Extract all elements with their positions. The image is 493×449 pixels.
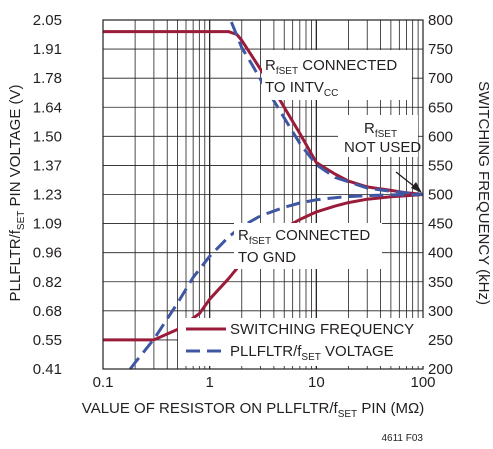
y-axis-right-title: SWITCHING FREQUENCY (kHz) bbox=[475, 81, 492, 305]
x-tick-label: 10 bbox=[308, 374, 325, 391]
y-left-tick-label: 1.23 bbox=[33, 187, 62, 204]
x-tick-label: 1 bbox=[205, 374, 213, 391]
annotation-intvcc-line2: TO INTVCC bbox=[265, 79, 338, 99]
annotation-intvcc-line1: RfSET CONNECTED bbox=[265, 57, 397, 77]
series-voltage-gnd bbox=[129, 193, 424, 370]
y-right-tick-labels: 800 750 700 650 600 550 500 450 400 350 300 250 200 bbox=[428, 12, 453, 378]
x-tick-label: 0.1 bbox=[93, 374, 114, 391]
y-left-tick-label: 2.05 bbox=[33, 12, 62, 29]
y-left-tick-label: 0.55 bbox=[33, 332, 62, 349]
y-right-tick-label: 450 bbox=[428, 216, 453, 233]
y-right-tick-label: 300 bbox=[428, 303, 453, 320]
y-right-tick-label: 750 bbox=[428, 41, 453, 58]
y-left-tick-label: 0.82 bbox=[33, 274, 62, 291]
plot-frame bbox=[102, 19, 424, 370]
legend-label-frequency: SWITCHING FREQUENCY bbox=[230, 321, 414, 338]
annotation-gnd-backdrop bbox=[234, 223, 382, 269]
annotation-gnd-line1: RfSET CONNECTED bbox=[238, 227, 370, 247]
annotation-notused-line2: NOT USED bbox=[344, 139, 421, 156]
legend-backdrop bbox=[178, 318, 424, 366]
legend-label-voltage: PLLFLTR/fSET VOLTAGE bbox=[230, 343, 394, 363]
y-left-tick-label: 1.37 bbox=[33, 157, 62, 174]
annotation-notused-backdrop bbox=[338, 115, 418, 157]
y-right-tick-label: 550 bbox=[428, 157, 453, 174]
y-left-tick-label: 1.09 bbox=[33, 216, 62, 233]
legend: SWITCHING FREQUENCY PLLFLTR/fSET VOLTAGE bbox=[178, 318, 424, 366]
y-left-tick-label: 0.96 bbox=[33, 245, 62, 262]
x-axis-title: VALUE OF RESISTOR ON PLLFLTR/fSET PIN (M… bbox=[82, 400, 424, 420]
annotation-arrow-head bbox=[411, 182, 422, 193]
y-left-tick-label: 1.50 bbox=[33, 128, 62, 145]
y-right-tick-label: 650 bbox=[428, 99, 453, 116]
y-right-tick-label: 350 bbox=[428, 274, 453, 291]
y-axis-left-title: PLLFLTR/fSET PIN VOLTAGE (V) bbox=[7, 84, 27, 301]
y-right-tick-label: 400 bbox=[428, 245, 453, 262]
annotation-gnd-line2: TO GND bbox=[238, 249, 296, 266]
y-left-tick-label: 0.68 bbox=[33, 303, 62, 320]
y-right-tick-label: 800 bbox=[428, 12, 453, 29]
series-frequency-intvcc bbox=[103, 30, 424, 196]
y-right-tick-label: 500 bbox=[428, 187, 453, 204]
y-left-tick-label: 1.64 bbox=[33, 99, 62, 116]
y-right-tick-label: 700 bbox=[428, 70, 453, 87]
y-right-tick-label: 600 bbox=[428, 128, 453, 145]
y-left-tick-labels: 2.05 1.91 1.78 1.64 1.50 1.37 1.23 1.09 0.96 0.82… bbox=[33, 12, 62, 378]
annotation-notused-line1: RfSET bbox=[364, 120, 397, 140]
y-right-tick-label: 250 bbox=[428, 332, 453, 349]
y-left-tick-label: 0.41 bbox=[33, 361, 62, 378]
x-tick-labels: 0.1 1 10 100 bbox=[93, 374, 436, 391]
figure-id: 4611 F03 bbox=[381, 433, 423, 444]
y-left-tick-label: 1.91 bbox=[33, 41, 62, 58]
annotation-intvcc-backdrop bbox=[262, 50, 412, 100]
y-left-tick-label: 1.78 bbox=[33, 70, 62, 87]
x-tick-label: 100 bbox=[410, 374, 435, 391]
series-voltage-intvcc bbox=[230, 21, 424, 196]
y-right-tick-label: 200 bbox=[428, 361, 453, 378]
